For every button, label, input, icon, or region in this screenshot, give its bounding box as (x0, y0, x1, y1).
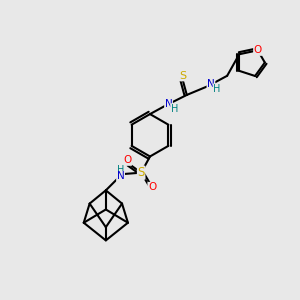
Text: O: O (123, 155, 131, 165)
Text: N: N (165, 99, 172, 109)
Text: N: N (117, 172, 124, 182)
Text: S: S (179, 71, 186, 81)
Text: O: O (254, 45, 262, 55)
Text: N: N (207, 79, 215, 89)
Text: O: O (148, 182, 156, 192)
Text: S: S (137, 166, 145, 179)
Text: H: H (117, 165, 124, 175)
Text: H: H (213, 84, 220, 94)
Text: H: H (171, 104, 178, 114)
